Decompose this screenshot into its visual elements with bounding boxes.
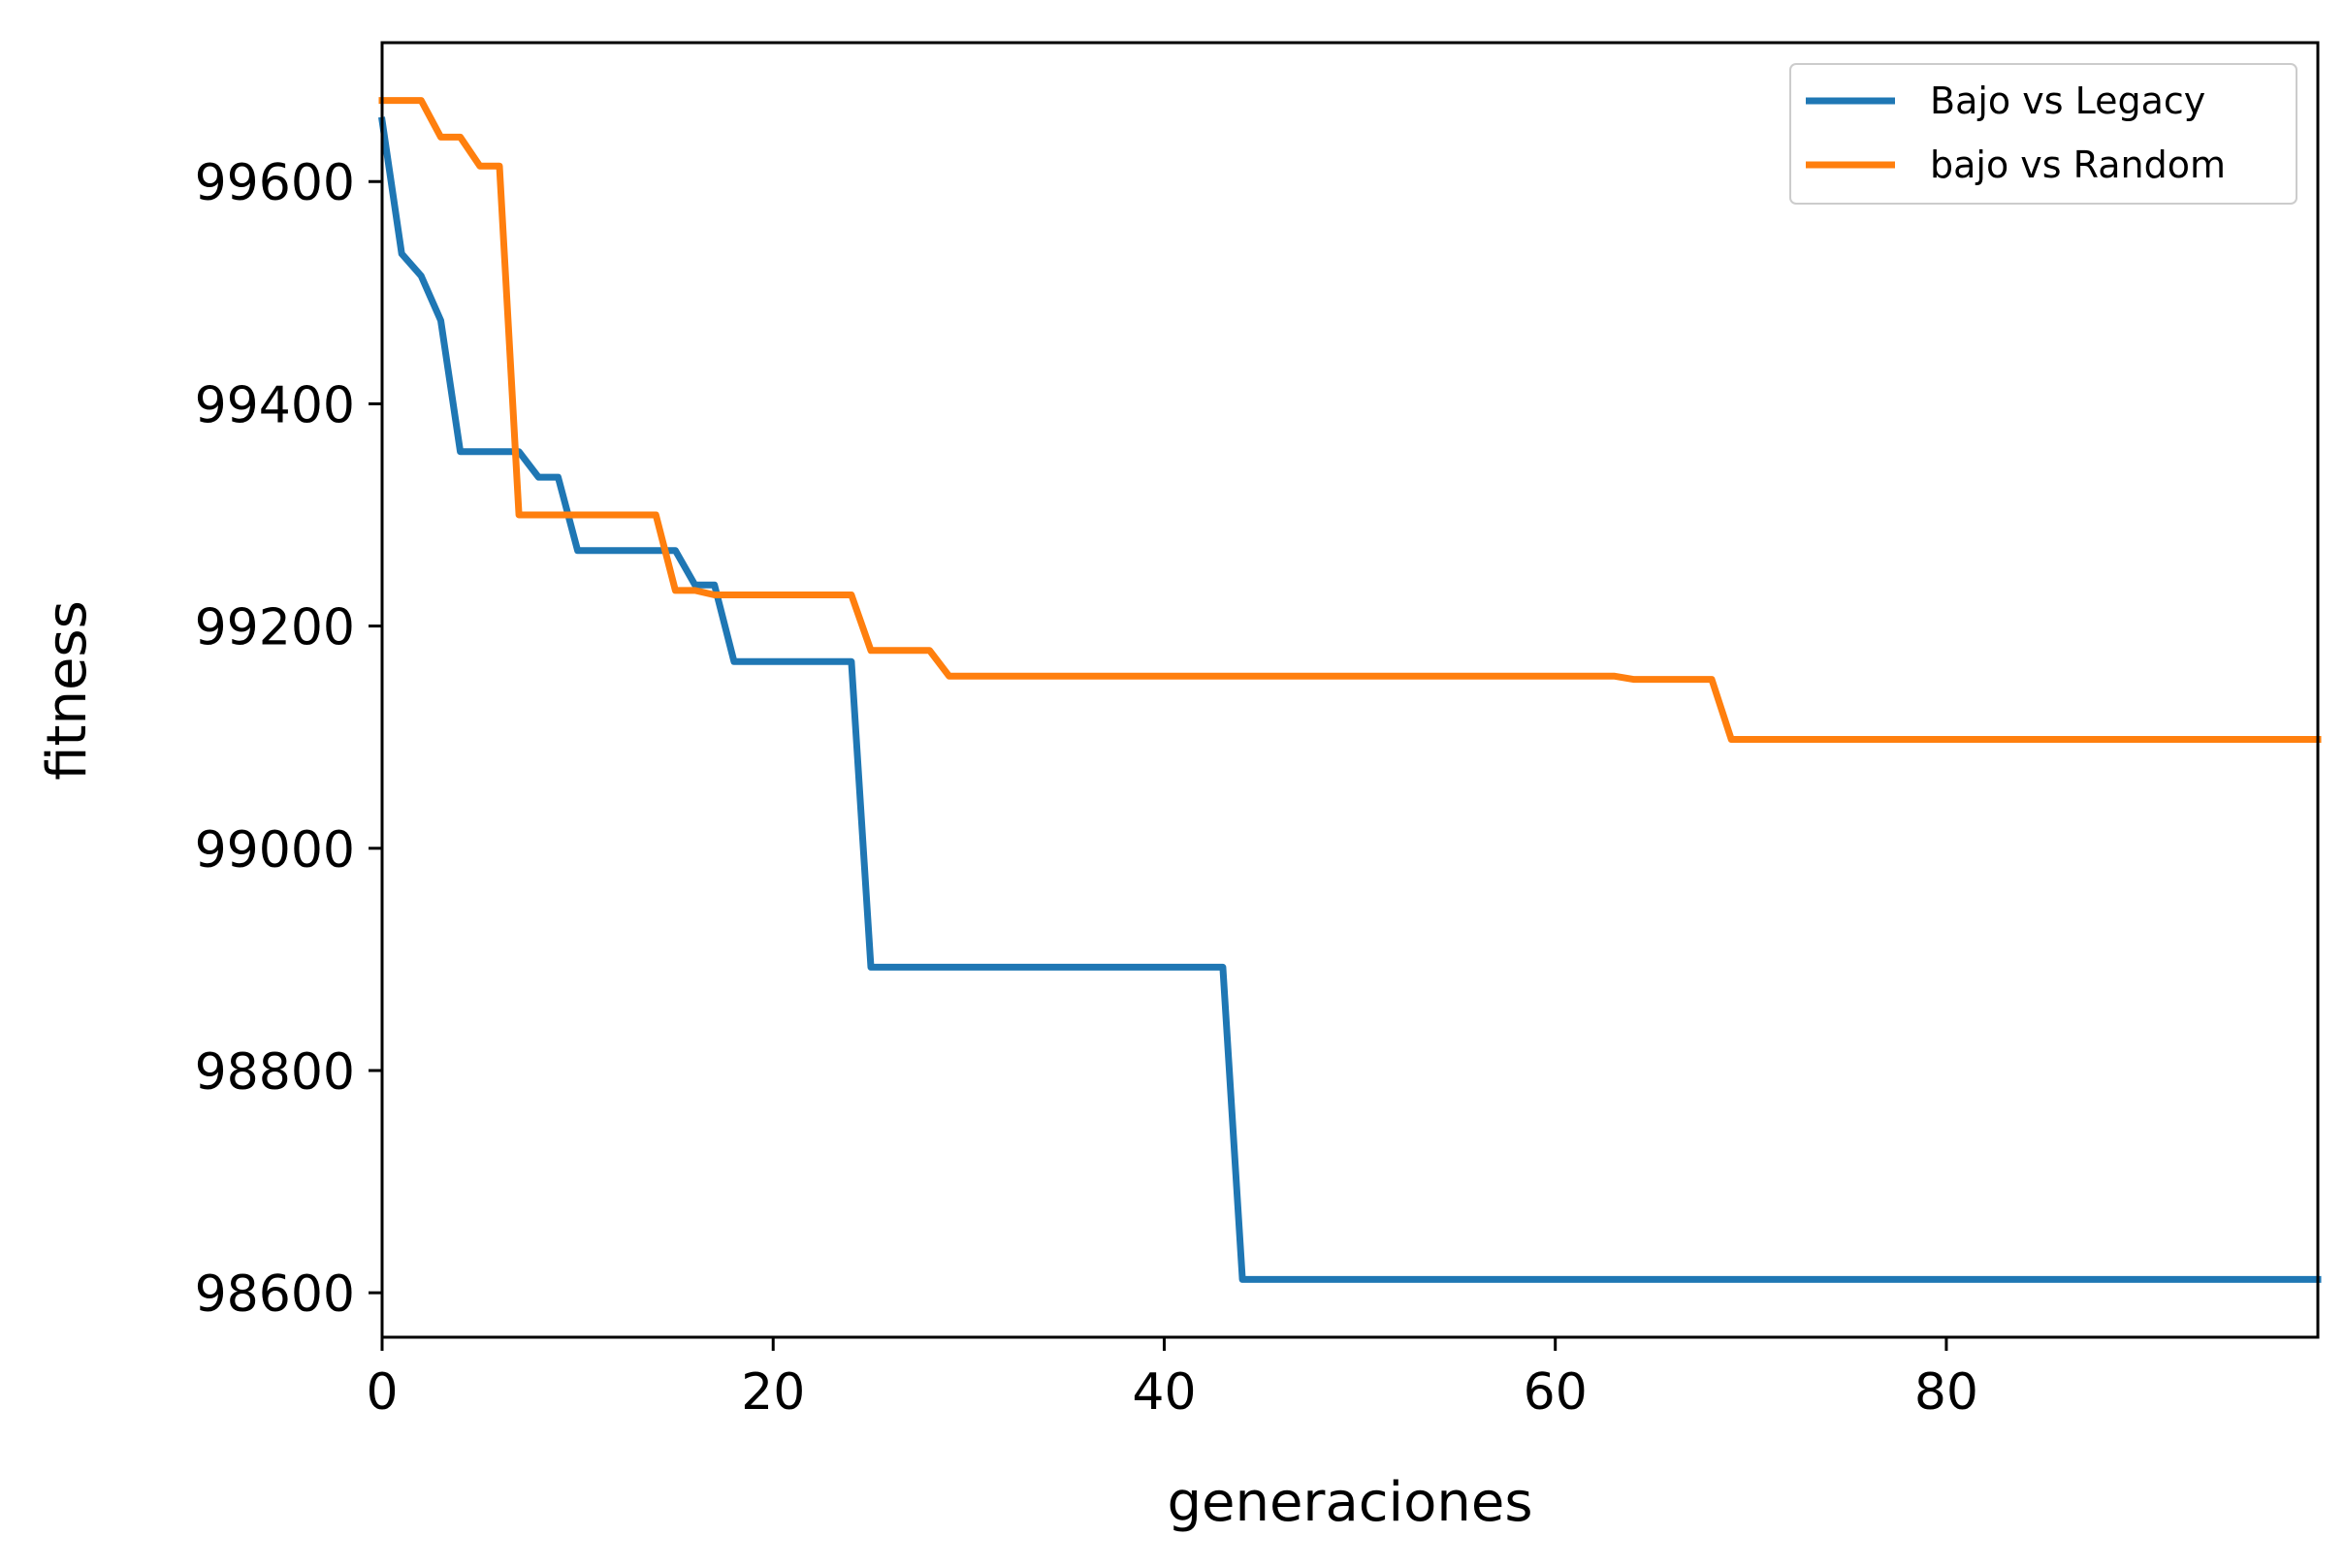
y-tick-label: 99400 (195, 376, 355, 434)
y-tick-label: 99000 (195, 821, 355, 880)
x-axis: 0 20 40 60 80 (366, 1337, 1978, 1422)
x-axis-label: generaciones (1167, 1471, 1532, 1534)
series-line-2 (378, 97, 2322, 743)
y-tick-label: 98600 (195, 1265, 355, 1324)
x-tick-label: 20 (741, 1363, 805, 1422)
legend-label-1: Bajo vs Legacy (1930, 80, 2205, 122)
series-line-1 (378, 116, 2322, 1283)
legend-box (1789, 63, 2297, 205)
plot-frame (380, 41, 2320, 1339)
x-tick-label: 40 (1132, 1363, 1196, 1422)
x-tick-label: 80 (1914, 1363, 1978, 1422)
x-tick-label: 60 (1524, 1363, 1588, 1422)
plot-lines (378, 97, 2322, 1283)
legend: Bajo vs Legacy bajo vs Random (1789, 63, 2297, 205)
y-axis-label: fitness (36, 600, 99, 781)
y-axis: 98600 98800 99000 99200 99400 99600 (195, 154, 382, 1324)
y-tick-label: 99200 (195, 599, 355, 657)
x-tick-label: 0 (366, 1363, 398, 1422)
y-tick-label: 98800 (195, 1043, 355, 1102)
legend-label-2: bajo vs Random (1930, 144, 2226, 186)
y-tick-label: 99600 (195, 154, 355, 212)
